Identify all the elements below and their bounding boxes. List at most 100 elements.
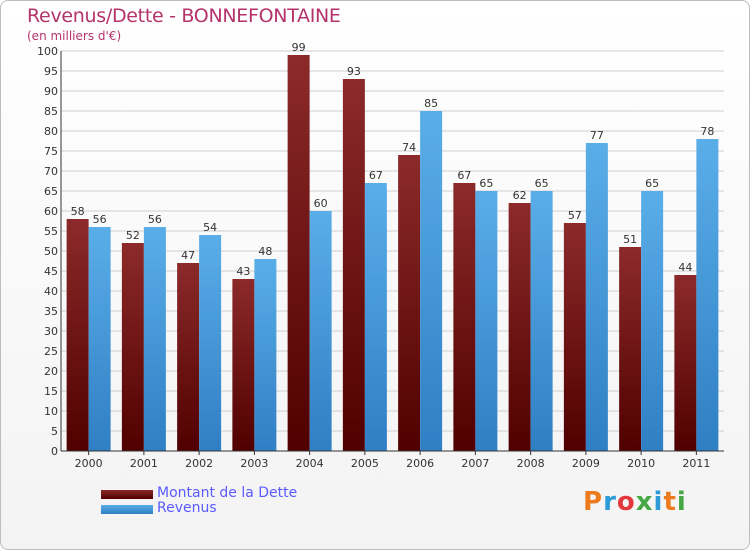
bar-dette <box>619 247 642 451</box>
bar-dette <box>287 55 310 451</box>
x-tick-label: 2006 <box>406 457 434 470</box>
data-label-dette: 52 <box>126 229 140 242</box>
y-tick-label: 80 <box>44 125 58 138</box>
data-label-dette: 51 <box>623 233 637 246</box>
y-tick-label: 30 <box>44 325 58 338</box>
data-label-revenus: 78 <box>700 125 714 138</box>
bar-dette <box>342 79 365 451</box>
axes: 0 5 10 15 20 25 30 35 40 45 50 55 60 65 70 75 80 85 90 95 10… <box>37 45 724 470</box>
y-tick-label: 15 <box>44 385 58 398</box>
grid-lines <box>61 50 724 432</box>
bar-revenus <box>254 259 277 451</box>
bar-revenus <box>696 139 719 451</box>
bar-revenus <box>88 227 111 451</box>
bar-revenus <box>143 227 166 451</box>
data-label-revenus: 56 <box>148 213 162 226</box>
x-tick-label: 2003 <box>240 457 268 470</box>
data-label-revenus: 48 <box>258 245 272 258</box>
bar-dette <box>398 155 421 451</box>
bar-dette <box>563 223 586 451</box>
bar-revenus <box>585 143 608 451</box>
y-tick-label: 5 <box>51 425 58 438</box>
data-label-dette: 99 <box>292 41 306 54</box>
y-tick-label: 60 <box>44 205 58 218</box>
bar-revenus <box>475 191 498 451</box>
bar-dette <box>121 243 144 451</box>
bar-revenus <box>530 191 553 451</box>
y-tick-label: 25 <box>44 345 58 358</box>
x-tick-label: 2004 <box>296 457 324 470</box>
data-label-dette: 58 <box>71 205 85 218</box>
data-label-dette: 47 <box>181 249 195 262</box>
bar-revenus <box>199 235 222 451</box>
y-tick-label: 40 <box>44 285 58 298</box>
bar-dette <box>177 263 200 451</box>
legend-label-dette: Montant de la Dette <box>157 485 298 501</box>
bar-revenus <box>364 183 387 451</box>
bars <box>66 55 719 451</box>
logo-letter: i <box>676 487 687 517</box>
data-label-dette: 74 <box>402 141 416 154</box>
data-label-dette: 62 <box>513 189 527 202</box>
logo-letter: t <box>663 487 677 517</box>
legend-swatch-revenus <box>101 505 153 514</box>
data-label-revenus: 77 <box>590 129 604 142</box>
bar-revenus <box>641 191 664 451</box>
bar-dette <box>232 279 255 451</box>
y-tick-label: 0 <box>51 445 58 458</box>
data-label-dette: 93 <box>347 65 361 78</box>
bar-dette <box>674 275 697 451</box>
bar-revenus <box>420 111 443 451</box>
y-tick-label: 35 <box>44 305 58 318</box>
y-tick-label: 50 <box>44 245 58 258</box>
logo-letter: o <box>616 487 636 517</box>
logo-letter: i <box>653 487 664 517</box>
x-tick-label: 2010 <box>627 457 655 470</box>
y-tick-label: 95 <box>44 65 58 78</box>
x-tick-label: 2000 <box>75 457 103 470</box>
data-label-revenus: 65 <box>479 177 493 190</box>
y-tick-label: 55 <box>44 225 58 238</box>
data-label-revenus: 60 <box>314 197 328 210</box>
x-tick-label: 2001 <box>130 457 158 470</box>
data-label-revenus: 65 <box>645 177 659 190</box>
bar-dette <box>508 203 531 451</box>
chart-title: Revenus/Dette - BONNEFONTAINE <box>27 5 341 27</box>
data-labels: 58 56 52 56 47 54 43 48 99 60 93 67 74 85 67 65 62 65 57 77… <box>71 41 715 278</box>
y-tick-label: 85 <box>44 105 58 118</box>
bar-dette <box>453 183 476 451</box>
data-label-dette: 44 <box>678 261 692 274</box>
data-label-revenus: 54 <box>203 221 217 234</box>
bar-dette <box>66 219 89 451</box>
y-tick-label: 45 <box>44 265 58 278</box>
y-tick-label: 70 <box>44 165 58 178</box>
data-label-revenus: 67 <box>369 169 383 182</box>
y-tick-label: 20 <box>44 365 58 378</box>
x-tick-label: 2011 <box>682 457 710 470</box>
legend-label-revenus: Revenus <box>157 500 217 516</box>
logo-letter: P <box>583 487 604 517</box>
data-label-dette: 43 <box>236 265 250 278</box>
y-tick-label: 75 <box>44 145 58 158</box>
legend-swatch-dette <box>101 490 153 499</box>
data-label-revenus: 65 <box>535 177 549 190</box>
y-tick-label: 90 <box>44 85 58 98</box>
data-label-dette: 67 <box>457 169 471 182</box>
data-label-dette: 57 <box>568 209 582 222</box>
x-tick-label: 2008 <box>517 457 545 470</box>
x-tick-label: 2007 <box>461 457 489 470</box>
y-tick-label: 100 <box>37 45 58 58</box>
data-label-revenus: 56 <box>93 213 107 226</box>
chart-subtitle: (en milliers d'€) <box>27 29 122 43</box>
x-tick-label: 2002 <box>185 457 213 470</box>
x-tick-label: 2005 <box>351 457 379 470</box>
y-tick-label: 65 <box>44 185 58 198</box>
data-label-revenus: 85 <box>424 97 438 110</box>
proxiti-logo: Proxiti <box>583 487 687 517</box>
logo-letter: x <box>635 487 654 517</box>
x-tick-label: 2009 <box>572 457 600 470</box>
bar-revenus <box>309 211 332 451</box>
y-tick-label: 10 <box>44 405 58 418</box>
